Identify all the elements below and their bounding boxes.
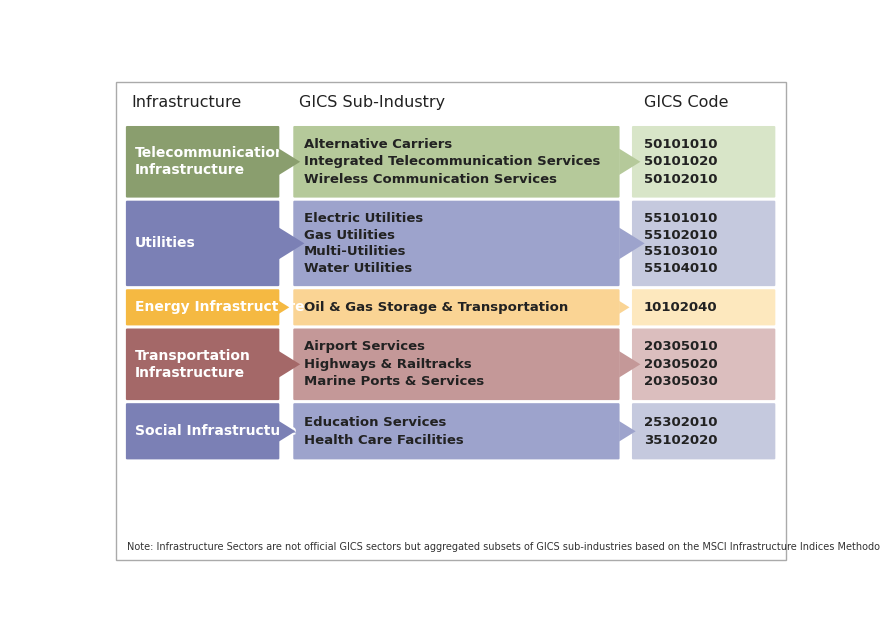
Text: Energy Infrastructure: Energy Infrastructure bbox=[135, 300, 304, 314]
FancyBboxPatch shape bbox=[632, 289, 775, 326]
FancyBboxPatch shape bbox=[632, 403, 775, 459]
Text: 35102020: 35102020 bbox=[644, 434, 717, 446]
Text: 20305030: 20305030 bbox=[644, 375, 718, 388]
Text: 55102010: 55102010 bbox=[644, 228, 717, 242]
FancyBboxPatch shape bbox=[126, 289, 279, 326]
FancyBboxPatch shape bbox=[293, 403, 620, 459]
Polygon shape bbox=[620, 351, 641, 378]
FancyBboxPatch shape bbox=[293, 289, 620, 326]
Text: Social Infrastructure: Social Infrastructure bbox=[135, 424, 297, 438]
Text: Gas Utilities: Gas Utilities bbox=[304, 228, 395, 242]
Text: Telecommunication
Infrastructure: Telecommunication Infrastructure bbox=[135, 146, 286, 177]
Polygon shape bbox=[620, 228, 645, 259]
Text: Marine Ports & Services: Marine Ports & Services bbox=[304, 375, 484, 388]
Text: Wireless Communication Services: Wireless Communication Services bbox=[304, 172, 557, 186]
FancyBboxPatch shape bbox=[632, 126, 775, 198]
FancyBboxPatch shape bbox=[126, 201, 279, 286]
FancyBboxPatch shape bbox=[632, 201, 775, 286]
Text: Alternative Carriers: Alternative Carriers bbox=[304, 138, 452, 151]
Polygon shape bbox=[620, 301, 629, 314]
Polygon shape bbox=[279, 228, 304, 259]
FancyBboxPatch shape bbox=[293, 126, 620, 198]
Text: Water Utilities: Water Utilities bbox=[304, 262, 412, 275]
Text: Transportation
Infrastructure: Transportation Infrastructure bbox=[135, 349, 251, 380]
FancyBboxPatch shape bbox=[126, 403, 279, 459]
FancyBboxPatch shape bbox=[126, 126, 279, 198]
Text: Utilities: Utilities bbox=[135, 237, 195, 251]
Polygon shape bbox=[620, 149, 641, 175]
Text: Health Care Facilities: Health Care Facilities bbox=[304, 434, 464, 446]
Text: 20305020: 20305020 bbox=[644, 358, 717, 371]
Text: Electric Utilities: Electric Utilities bbox=[304, 212, 423, 225]
Text: 50102010: 50102010 bbox=[644, 172, 717, 186]
FancyBboxPatch shape bbox=[126, 329, 279, 400]
Polygon shape bbox=[279, 351, 300, 378]
Text: Infrastructure: Infrastructure bbox=[132, 95, 242, 110]
Text: Note: Infrastructure Sectors are not official GICS sectors but aggregated subset: Note: Infrastructure Sectors are not off… bbox=[127, 542, 880, 552]
FancyBboxPatch shape bbox=[632, 329, 775, 400]
Text: 25302010: 25302010 bbox=[644, 416, 717, 429]
Text: 10102040: 10102040 bbox=[644, 301, 717, 314]
Polygon shape bbox=[279, 421, 296, 441]
Text: Highways & Railtracks: Highways & Railtracks bbox=[304, 358, 472, 371]
Text: Education Services: Education Services bbox=[304, 416, 446, 429]
Text: 55103010: 55103010 bbox=[644, 245, 717, 258]
FancyBboxPatch shape bbox=[293, 329, 620, 400]
Text: 55104010: 55104010 bbox=[644, 262, 717, 275]
Text: GICS Code: GICS Code bbox=[644, 95, 729, 110]
Text: 50101020: 50101020 bbox=[644, 155, 717, 169]
Text: 55101010: 55101010 bbox=[644, 212, 717, 225]
Text: Airport Services: Airport Services bbox=[304, 340, 425, 354]
Polygon shape bbox=[279, 301, 290, 314]
Text: Multi-Utilities: Multi-Utilities bbox=[304, 245, 407, 258]
Text: Integrated Telecommunication Services: Integrated Telecommunication Services bbox=[304, 155, 600, 169]
Polygon shape bbox=[279, 149, 300, 175]
Polygon shape bbox=[620, 421, 635, 441]
FancyBboxPatch shape bbox=[293, 201, 620, 286]
Text: 50101010: 50101010 bbox=[644, 138, 717, 151]
Text: 20305010: 20305010 bbox=[644, 340, 717, 354]
Text: GICS Sub-Industry: GICS Sub-Industry bbox=[299, 95, 445, 110]
Text: Oil & Gas Storage & Transportation: Oil & Gas Storage & Transportation bbox=[304, 301, 568, 314]
